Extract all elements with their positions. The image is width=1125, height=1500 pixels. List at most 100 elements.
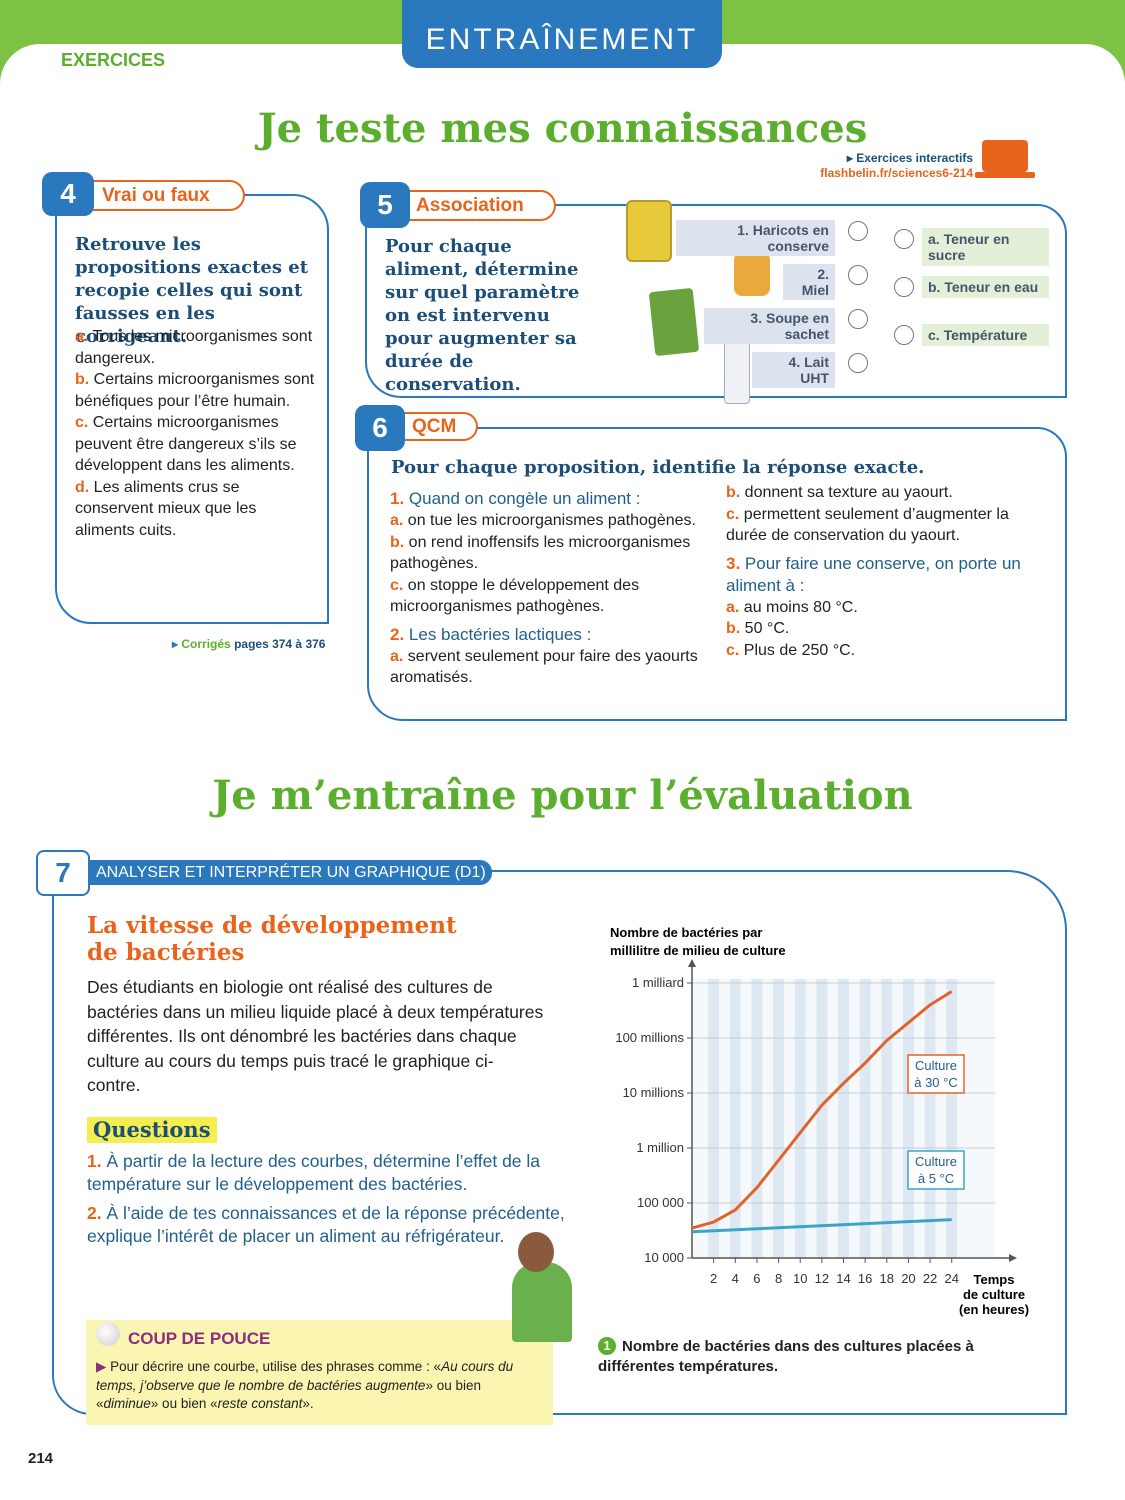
answer-text: Plus de 250 °C. (743, 641, 856, 659)
match-dot (848, 265, 868, 285)
grid-band (903, 979, 914, 1258)
answer-letter: a. (726, 598, 740, 616)
tip-icon (96, 1322, 120, 1346)
x-tick-label: 12 (815, 1271, 829, 1286)
series-line (691, 1218, 952, 1234)
question-number: 3. (726, 553, 741, 573)
tip-part: ». (302, 1396, 314, 1411)
grid-band (859, 979, 871, 1258)
answer-text: permettent seulement d’augmenter la duré… (726, 505, 1009, 545)
y-tick-label: 100 millions (615, 1030, 684, 1045)
ex7-title: La vitesse de développement de bactéries (87, 912, 457, 966)
corriges-label: Corrigés (181, 637, 231, 651)
question: 3. Pour faire une conserve, on porte un … (726, 553, 1041, 597)
item-letter: b. (75, 371, 90, 388)
y-tick-label: 10 millions (623, 1085, 685, 1100)
item-text: Certains microorganismes peuvent être da… (75, 414, 297, 474)
x-tick-label: 18 (880, 1271, 894, 1286)
answer-letter: b. (726, 620, 741, 637)
ex6-number: 6 (355, 405, 405, 451)
ex5-title: Association (404, 190, 556, 221)
tip-part: Au cours du temps, j’observe que le nomb… (96, 1359, 514, 1393)
ex6-column: 1. Quand on congèle un aliment : a. on tu… (390, 482, 705, 689)
answer-text: on stoppe le développement des microorga… (390, 576, 640, 616)
answer-text: on tue les microorganismes pathogènes. (407, 512, 696, 529)
ex6-column: b. donnent sa texture au yaourt. c. perme… (726, 482, 1041, 661)
question-number: 1. (390, 489, 405, 508)
y-tick-label: 1 million (636, 1140, 684, 1155)
question-text: Quand on congèle un aliment : (408, 489, 641, 508)
annotation-box (907, 1054, 965, 1094)
y-axis-label: Nombre de bactéries par (610, 925, 762, 940)
ex4-number: 4 (42, 172, 94, 216)
match-dot (848, 221, 868, 241)
corriges-pages: pages 374 à 376 (234, 637, 326, 651)
tip-part: » ou bien « (150, 1396, 218, 1411)
question-text: À partir de la lecture des courbes, déte… (87, 1151, 541, 1194)
honey-illustration (734, 252, 770, 296)
question-text: À l’aide de tes connaissances et de la r… (87, 1203, 565, 1246)
answer-text: 50 °C. (744, 620, 790, 637)
x-axis-label: Temps (974, 1272, 1015, 1287)
ex4-title: Vrai ou faux (90, 180, 245, 211)
page-number: 214 (28, 1450, 54, 1467)
answer-letter: c. (390, 576, 404, 594)
question: 1. Quand on congèle un aliment : (390, 488, 705, 510)
grid-band (816, 979, 828, 1258)
answer: a. on tue les microorganismes pathogènes… (390, 510, 705, 532)
match-dot (894, 229, 914, 249)
question-text: Les bactéries lactiques : (408, 624, 592, 644)
x-tick-label: 20 (901, 1271, 915, 1286)
corriges: Corrigés pages 374 à 376 (172, 637, 325, 651)
tip-part: reste constant (217, 1396, 303, 1411)
ex4-box (55, 194, 329, 624)
annotation: Culture (915, 1154, 957, 1169)
food-label: 3. Soupe en sachet (704, 308, 835, 344)
boy-illustration (512, 1262, 572, 1342)
caption: Nombre de bactéries dans des cultures pl… (598, 1338, 974, 1375)
ex7-skill: ANALYSER ET INTERPRÉTER UN GRAPHIQUE (D1… (88, 860, 492, 885)
milk-illustration (724, 338, 750, 404)
match-dot (848, 353, 868, 373)
annotation: à 5 °C (918, 1171, 954, 1186)
ex6-box (367, 427, 1067, 721)
x-tick-label: 16 (858, 1271, 872, 1286)
interactive-label: Exercices interactifs (847, 151, 973, 165)
question: 1. À partir de la lecture des courbes, d… (87, 1150, 567, 1196)
item-text: Les aliments crus se conservent mieux qu… (75, 478, 257, 539)
ex6-instruction: Pour chaque proposition, identifie la ré… (391, 457, 925, 478)
answer-text: servent seulement pour faire des yaourts… (390, 647, 698, 687)
grid-band (773, 979, 784, 1258)
grid-band (751, 979, 763, 1258)
item-letter: c. (75, 414, 89, 431)
ex4-items: a. Tous les microorganismes sont dangere… (75, 326, 315, 541)
item: d. Les aliments crus se conservent mieux… (75, 477, 315, 542)
grid-band (729, 979, 741, 1258)
question: 2. Les bactéries lactiques : (390, 624, 705, 646)
question-number: 2. (390, 624, 405, 644)
banner: ENTRAÎNEMENT (402, 0, 722, 68)
item-text: Certains microorganismes sont bénéfiques… (75, 371, 315, 410)
question-text: Pour faire une conserve, on porte un ali… (726, 553, 1021, 595)
answer-letter: a. (390, 647, 404, 665)
answer: c. on stoppe le développement des microo… (390, 575, 705, 618)
annotation-box (907, 1150, 965, 1190)
param-label: a. Teneur en sucre (922, 228, 1049, 266)
x-tick-label: 8 (775, 1271, 782, 1286)
y-axis-label: millilitre de milieu de culture (610, 943, 786, 958)
ex7-number: 7 (36, 850, 90, 896)
interactive-url: flashbelin.fr/sciences6-214 (820, 166, 973, 180)
food-label: 4. Lait UHT (752, 352, 835, 388)
item-letter: d. (75, 478, 90, 496)
match-dot (848, 309, 868, 329)
item: c. Certains microorganismes peuvent être… (75, 412, 315, 477)
ex7-questions: 1. À partir de la lecture des courbes, d… (87, 1150, 567, 1254)
answer: c. Plus de 250 °C. (726, 640, 1041, 662)
food-label: 1. Haricots en conserve (676, 220, 835, 256)
question-number: 1. (87, 1151, 102, 1171)
x-axis-label: de culture (963, 1287, 1025, 1302)
item-letter: a. (75, 328, 89, 345)
laptop-icon (982, 140, 1028, 172)
